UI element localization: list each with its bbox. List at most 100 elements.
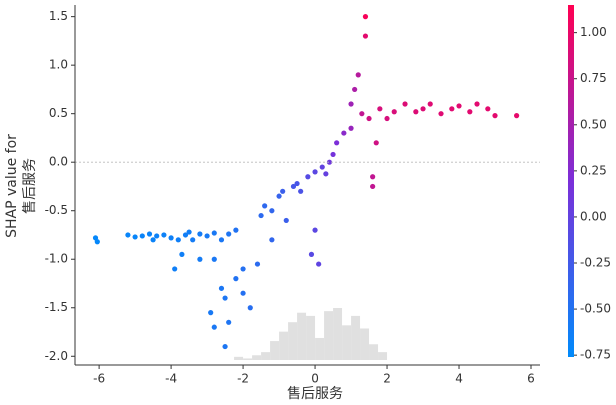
point — [485, 106, 491, 112]
point — [226, 319, 232, 325]
point — [190, 237, 196, 243]
histogram-bar — [270, 341, 280, 360]
point — [474, 101, 480, 107]
point — [132, 234, 138, 240]
y-axis-label: SHAP value for — [4, 134, 20, 238]
point — [348, 125, 354, 131]
point — [218, 237, 225, 243]
colorbar-tick-label: 1.00 — [580, 25, 607, 39]
point — [146, 231, 153, 237]
colorbar-tick-label: 0.50 — [580, 117, 607, 131]
x-axis-label: 售后服务 — [287, 386, 343, 402]
point — [154, 233, 160, 239]
point — [308, 251, 315, 257]
point — [186, 229, 192, 235]
point — [420, 106, 426, 112]
point — [179, 251, 185, 257]
point — [359, 111, 365, 117]
point — [362, 33, 369, 39]
point — [298, 188, 304, 194]
histogram-bar — [369, 344, 379, 360]
colorbar — [568, 5, 574, 357]
histogram-bar — [297, 312, 307, 360]
point — [168, 235, 174, 241]
point — [348, 101, 354, 107]
y-axis-label: 售后服务 — [22, 158, 38, 214]
histogram-bar — [342, 325, 352, 360]
point — [492, 113, 498, 119]
histogram-bar — [360, 328, 370, 360]
y-tick-label: 1.0 — [49, 58, 68, 72]
histogram-bar — [234, 356, 244, 360]
point — [233, 227, 239, 233]
point — [355, 72, 361, 78]
x-tick-label: 6 — [527, 372, 535, 386]
x-tick-label: -4 — [165, 372, 177, 386]
point — [319, 164, 325, 170]
colorbar-tick-label: -0.50 — [580, 302, 611, 316]
histogram-bar — [261, 352, 271, 360]
y-tick-label: -2.0 — [45, 349, 68, 363]
point — [92, 235, 99, 241]
x-tick-label: 0 — [311, 372, 319, 386]
point — [211, 324, 217, 330]
point — [312, 227, 318, 233]
point — [334, 140, 340, 146]
histogram-bar — [333, 308, 343, 360]
y-tick-label: 0.0 — [49, 155, 68, 169]
histogram-bar — [243, 358, 253, 360]
point — [211, 230, 217, 236]
point — [240, 290, 246, 296]
point — [211, 256, 217, 262]
point — [438, 111, 444, 117]
x-tick-label: 4 — [455, 372, 463, 386]
point — [161, 232, 167, 238]
point — [172, 266, 178, 272]
point — [323, 171, 329, 177]
colorbar-tick-label: -0.75 — [580, 348, 611, 362]
point — [262, 203, 268, 209]
point — [197, 231, 203, 237]
point — [204, 233, 210, 239]
y-tick-label: 0.5 — [49, 106, 68, 120]
y-tick-label: 1.5 — [49, 9, 68, 23]
point — [377, 106, 383, 112]
point — [276, 193, 282, 199]
point — [413, 109, 419, 115]
x-tick-label: -2 — [237, 372, 249, 386]
point — [218, 285, 225, 291]
point — [427, 101, 433, 107]
point — [283, 217, 289, 224]
colorbar-tick-label: 0.25 — [580, 163, 607, 177]
histogram-bar — [288, 322, 298, 360]
point — [150, 237, 156, 243]
histogram-bar — [252, 355, 262, 360]
point — [326, 159, 333, 165]
point — [362, 14, 369, 20]
point — [254, 261, 261, 267]
point — [316, 261, 322, 267]
point — [94, 239, 100, 245]
point — [197, 256, 203, 262]
point — [352, 86, 358, 93]
y-tick-label: -1.0 — [45, 252, 68, 266]
x-tick-label: -6 — [93, 372, 105, 386]
histogram-bar — [315, 337, 325, 360]
point — [258, 212, 264, 219]
point — [456, 103, 462, 109]
point — [366, 115, 372, 122]
point — [269, 208, 275, 214]
x-tick-label: 2 — [383, 372, 391, 386]
point — [514, 113, 520, 119]
point — [247, 305, 253, 311]
point — [305, 174, 311, 180]
point — [226, 231, 232, 237]
point — [175, 237, 181, 243]
point — [222, 343, 228, 350]
point — [391, 109, 397, 115]
point — [240, 266, 246, 272]
point — [373, 140, 379, 146]
point — [370, 183, 376, 190]
point — [139, 233, 145, 239]
